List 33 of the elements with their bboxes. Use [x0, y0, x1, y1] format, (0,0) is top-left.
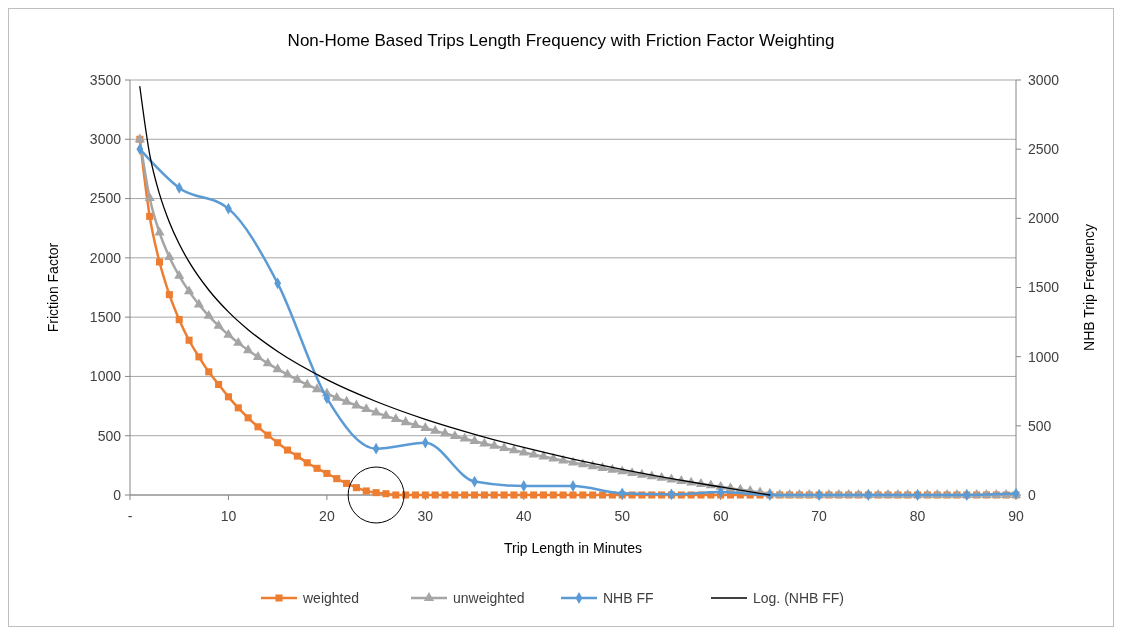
y-tick-label: 0 — [113, 486, 122, 503]
y2-axis-title: NHB Trip Frequency — [1081, 224, 1097, 351]
y2-tick-label: 500 — [1028, 417, 1052, 434]
y-axis-title: Friction Factor — [45, 242, 61, 333]
y2-tick-label: 1500 — [1028, 279, 1060, 296]
y2-tick-label: 1000 — [1028, 348, 1060, 365]
y-tick-label: 2000 — [89, 249, 122, 266]
y2-tick-label: 0 — [1028, 486, 1036, 503]
x-tick-label: 90 — [1008, 508, 1024, 524]
chart-title: Non-Home Based Trips Length Frequency with Friction Factor Weighting — [287, 31, 835, 50]
x-tick-label: 50 — [614, 508, 631, 524]
y-tick-label: 2500 — [89, 190, 122, 207]
x-tick-label: - — [127, 508, 133, 524]
y2-tick-label: 2000 — [1028, 210, 1060, 227]
x-tick-label: 20 — [319, 508, 335, 524]
legend-label: weighted — [302, 589, 360, 606]
x-tick-label: 70 — [811, 508, 828, 524]
x-tick-label: 60 — [712, 508, 729, 524]
y2-tick-label: 2500 — [1028, 141, 1060, 158]
x-tick-label: 30 — [417, 508, 434, 524]
y2-tick-label: 3000 — [1028, 71, 1060, 88]
y-tick-label: 3500 — [89, 71, 122, 88]
y-tick-label: 1000 — [89, 368, 122, 385]
x-tick-label: 40 — [515, 508, 532, 524]
x-tick-label: 80 — [909, 508, 926, 524]
legend-label: unweighted — [453, 589, 525, 606]
y-tick-label: 500 — [97, 427, 122, 444]
legend-label: Log. (NHB FF) — [753, 589, 845, 606]
y-tick-label: 3000 — [89, 131, 122, 148]
y-tick-label: 1500 — [89, 309, 122, 326]
x-tick-label: 10 — [220, 508, 237, 524]
legend-label: NHB FF — [603, 589, 654, 606]
x-axis-title: Trip Length in Minutes — [504, 540, 642, 556]
